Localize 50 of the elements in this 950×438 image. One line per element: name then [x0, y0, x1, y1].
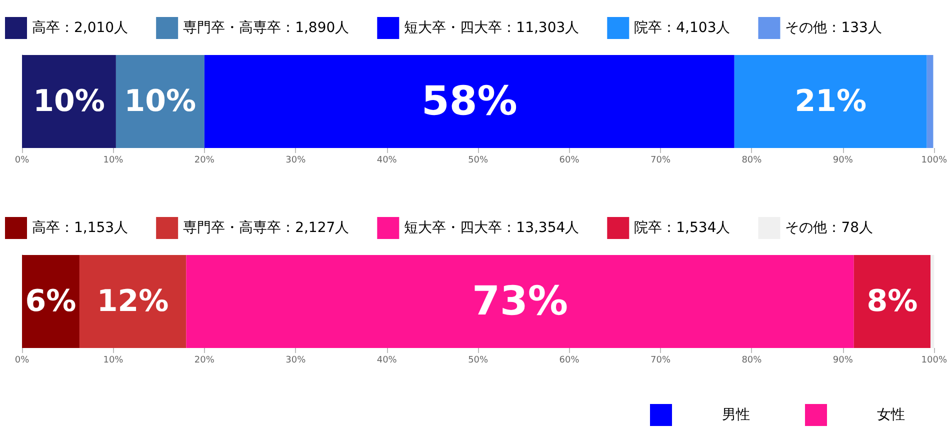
x-tick-label: 90% — [832, 356, 854, 366]
data-label: 8% — [866, 284, 918, 319]
legend-label: 専門卒・高専卒：1,890人 — [183, 20, 350, 36]
legend-label: 高卒：1,153人 — [32, 220, 128, 236]
x-tick-label: 30% — [286, 156, 306, 166]
data-label: 73% — [472, 278, 568, 324]
x-tick-label: 40% — [376, 156, 398, 166]
x-tick-label: 0% — [14, 156, 30, 166]
legend-label: 院卒：1,534人 — [634, 220, 730, 236]
bar — [204, 55, 734, 148]
bar — [854, 255, 930, 348]
data-label: 58% — [422, 78, 518, 124]
x-tick-label: 10% — [103, 156, 124, 166]
bar — [186, 255, 854, 348]
x-tick-label: 80% — [742, 156, 762, 166]
x-tick-label: 80% — [742, 356, 762, 366]
legend-label: その他：78人 — [785, 220, 874, 236]
x-tick-label: 20% — [194, 356, 215, 366]
legend-label: 短大卒・四大卒：11,303人 — [404, 20, 580, 36]
x-tick-label: 70% — [650, 156, 671, 166]
bar — [79, 255, 186, 348]
x-tick-label: 100% — [921, 356, 948, 366]
x-tick-label: 70% — [650, 356, 671, 366]
x-tick-label: 40% — [376, 356, 398, 366]
legend-label: 短大卒・四大卒：13,354人 — [404, 220, 580, 236]
data-label: 6% — [25, 284, 76, 319]
bar — [734, 55, 927, 148]
bar — [116, 55, 204, 148]
bar — [930, 255, 934, 348]
x-tick-label: 30% — [286, 356, 306, 366]
x-tick-label: 60% — [559, 156, 580, 166]
data-label: 10% — [124, 84, 196, 119]
legend-label: その他：133人 — [785, 20, 882, 36]
x-tick-label: 60% — [559, 356, 580, 366]
data-label: 12% — [96, 284, 169, 319]
legend-label: 院卒：4,103人 — [634, 20, 730, 36]
x-tick-label: 50% — [468, 356, 489, 366]
x-tick-label: 90% — [832, 156, 854, 166]
x-tick-label: 20% — [194, 156, 215, 166]
x-tick-label: 100% — [921, 156, 948, 166]
category-label: 男性 — [722, 406, 750, 424]
data-label: 10% — [33, 84, 105, 119]
x-tick-label: 50% — [468, 156, 489, 166]
bar — [926, 55, 934, 148]
legend-label: 専門卒・高専卒：2,127人 — [183, 220, 350, 236]
data-label: 21% — [794, 84, 867, 119]
x-tick-label: 0% — [14, 356, 30, 366]
category-label: 女性 — [877, 406, 905, 424]
legend-label: 高卒：2,010人 — [32, 20, 128, 36]
x-tick-label: 10% — [103, 356, 124, 366]
